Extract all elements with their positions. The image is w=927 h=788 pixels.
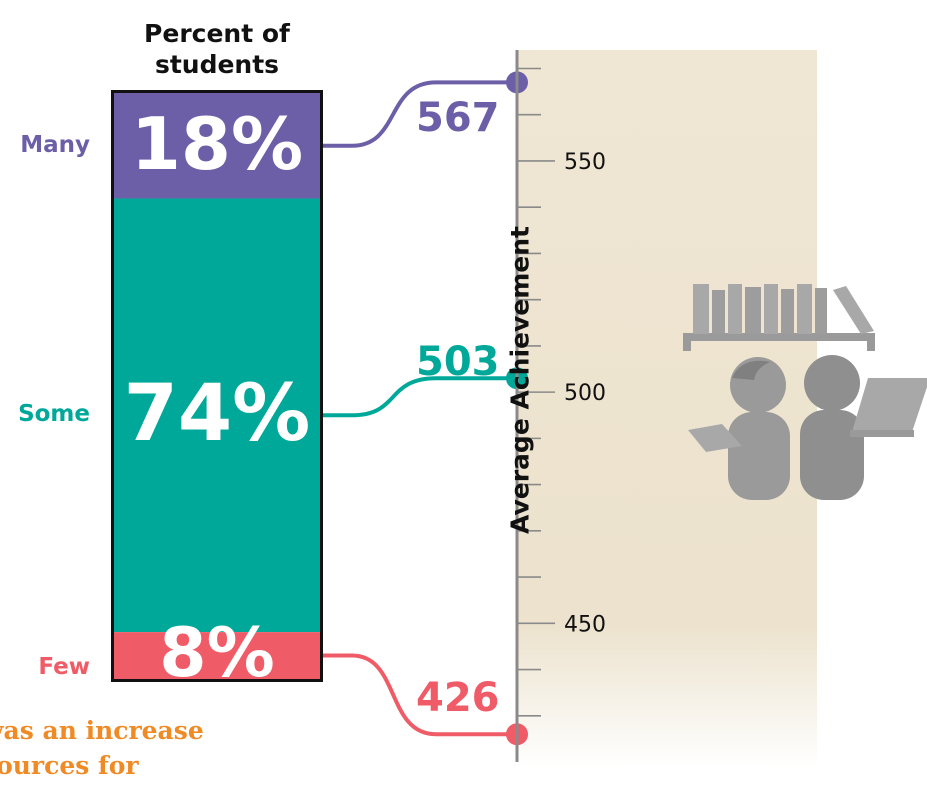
category-label-some: Some [18,401,90,428]
connector-few [323,653,517,737]
achievement-value-some: 503 [416,339,500,386]
chart-title: Percent of students [144,19,290,79]
category-label-many: Many [20,131,90,158]
achievement-value-many: 567 [416,95,500,142]
caption-text: was an increase sources for [0,716,204,780]
category-label-few: Few [38,653,90,680]
bar-segment-few [111,632,323,679]
percent-label-few: 8% [159,614,275,694]
achievement-value-few: 426 [416,675,500,722]
y-axis-title: Average Achievement [505,226,535,534]
y-tick-label-500: 500 [564,381,606,406]
percent-label-many: 18% [130,102,304,187]
y-tick-label-550: 550 [564,150,606,175]
bar-segment-many [111,93,323,199]
bar-segment-some [111,198,323,633]
percent-label-some: 74% [123,368,311,459]
y-tick-label-450: 450 [564,612,606,637]
students-reading-bookshelf-icon [683,284,927,500]
connector-many [323,80,517,148]
connector-some [323,376,517,418]
stacked-bar-frame [111,90,323,682]
